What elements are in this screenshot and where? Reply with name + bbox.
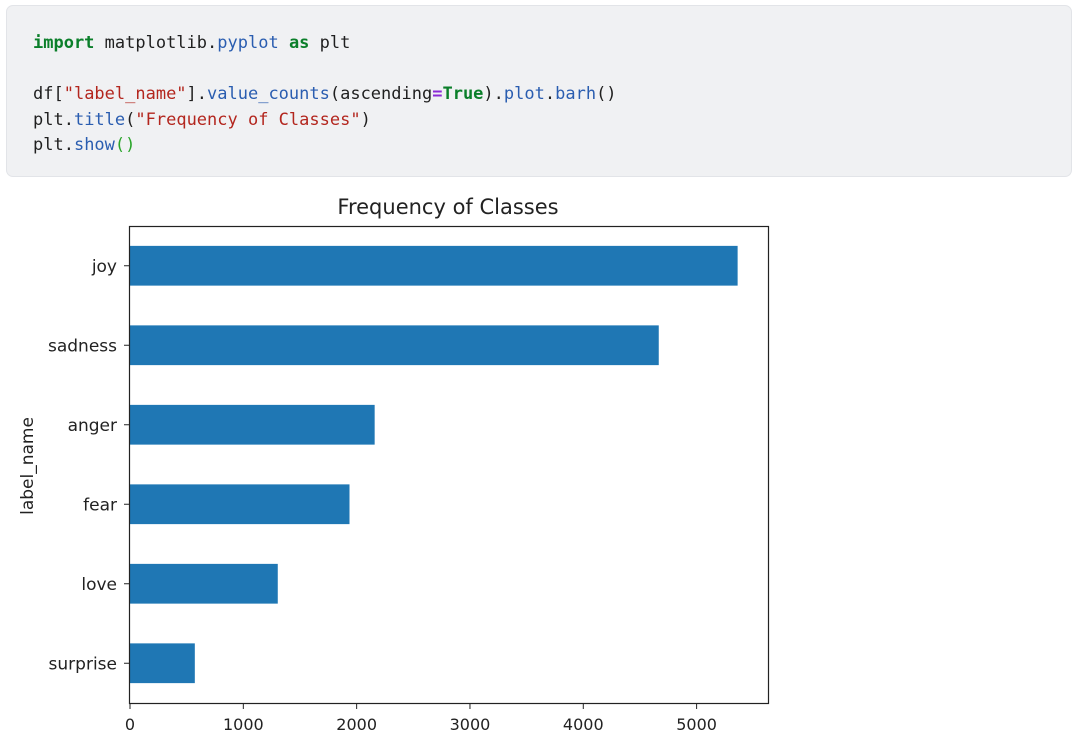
code-token: title	[73, 109, 126, 130]
code-token: plt.	[33, 109, 74, 130]
code-editor[interactable]: import matplotlib.pyplot as plt df["labe…	[33, 31, 617, 159]
code-token: (ascending	[329, 84, 433, 104]
code-token: ).	[483, 84, 504, 104]
code-token: pyplot	[217, 33, 279, 53]
y-ticks-group: surprise love fear anger sadness joy	[48, 257, 130, 674]
x-tick-label: 4000	[563, 715, 604, 734]
code-token: plt.	[33, 135, 74, 155]
y-tick-label: sadness	[48, 336, 117, 356]
y-tick-label: joy	[91, 257, 117, 277]
bar-joy	[130, 245, 738, 286]
code-line	[33, 57, 617, 83]
code-token: "label_name"	[63, 84, 187, 104]
code-line: import matplotlib.pyplot as plt	[33, 31, 617, 57]
code-token: plt	[309, 33, 351, 53]
plot-frame	[128, 225, 770, 705]
bars-group	[130, 245, 738, 684]
code-token: as	[288, 33, 310, 53]
x-tick-label: 2000	[336, 715, 377, 734]
code-token: matplotlib	[94, 33, 208, 53]
code-token: .	[544, 84, 556, 104]
code-token: df[	[33, 84, 64, 104]
y-tick-label: anger	[68, 416, 117, 436]
x-tick-label: 5000	[676, 715, 717, 734]
y-tick-label: fear	[83, 495, 117, 515]
code-token: =	[432, 84, 443, 104]
bar-surprise	[130, 643, 195, 684]
code-token: import	[33, 33, 95, 53]
code-cell[interactable]: import matplotlib.pyplot as plt df["labe…	[6, 5, 1072, 177]
code-token: barh	[555, 84, 597, 104]
x-ticks-group: 0 1000 2000 3000 4000 5000	[125, 703, 717, 734]
bar-chart: Frequency of Classes label_name surprise…	[18, 195, 770, 734]
code-token	[279, 33, 289, 53]
code-line: plt.show()	[33, 133, 617, 159]
code-token: True	[442, 84, 484, 104]
code-token: ()	[596, 84, 617, 104]
bar-sadness	[130, 325, 659, 366]
code-token: plot	[503, 84, 545, 104]
code-token: (	[125, 109, 136, 130]
chart-title: Frequency of Classes	[337, 195, 558, 219]
x-tick-label: 1000	[223, 715, 264, 734]
code-token: .	[207, 33, 218, 53]
y-tick-label: love	[81, 575, 117, 595]
code-token: ].	[186, 84, 208, 104]
bar-fear	[130, 484, 350, 525]
code-token: "Frequency of Classes"	[135, 109, 361, 130]
bar-anger	[130, 404, 375, 445]
code-token: value_counts	[207, 84, 330, 104]
code-line: df["label_name"].value_counts(ascending=…	[33, 82, 617, 108]
code-line: plt.title("Frequency of Classes")	[33, 108, 617, 134]
y-tick-label: surprise	[49, 654, 117, 674]
code-token: show	[73, 135, 115, 155]
x-tick-label: 0	[125, 715, 135, 734]
y-axis-label: label_name	[18, 417, 38, 515]
code-token: )	[360, 109, 371, 130]
bar-love	[130, 563, 278, 604]
chart-output: Frequency of Classes label_name surprise…	[0, 186, 1080, 750]
code-token: ()	[114, 135, 136, 155]
x-tick-label: 3000	[450, 715, 491, 734]
